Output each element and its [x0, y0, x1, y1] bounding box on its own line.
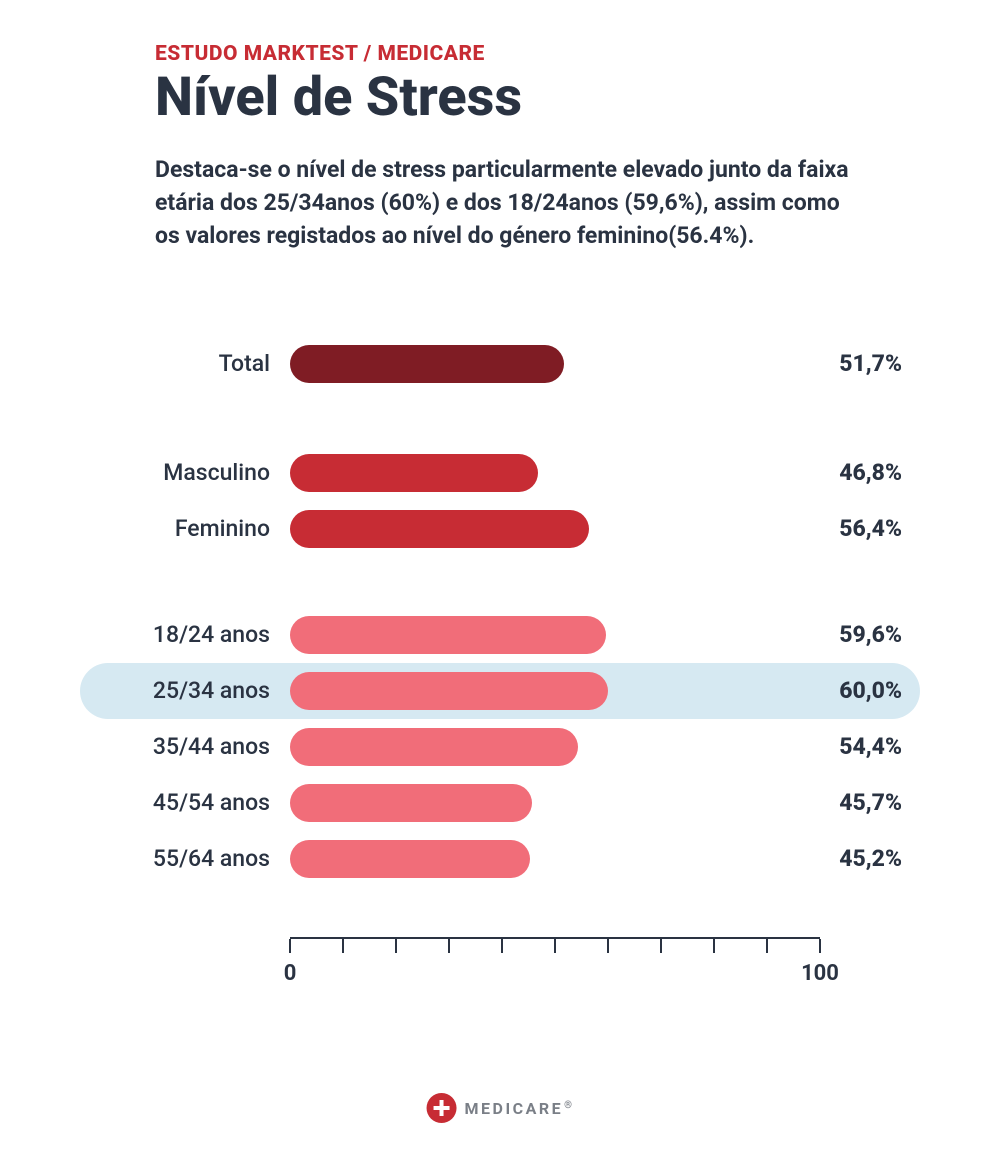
logo-plus-icon: [427, 1093, 457, 1123]
bar-group-gender: Masculino 46,8% Feminino 56,4%: [80, 445, 920, 557]
axis-tick: [766, 939, 768, 953]
bar-value: 60,0%: [820, 677, 908, 704]
bar-fill: [290, 454, 538, 492]
header: ESTUDO MARKTEST / MEDICARE Nível de Stre…: [75, 42, 925, 253]
bar-label: Feminino: [80, 515, 290, 542]
bar-row: 45/54 anos 45,7%: [80, 775, 920, 831]
bar-row: Total 51,7%: [80, 333, 920, 395]
axis-ticks: [290, 939, 820, 955]
bar-track: [290, 840, 820, 878]
axis-tick: [342, 939, 344, 953]
bar-label: Masculino: [80, 459, 290, 486]
bar-chart: Total 51,7% Masculino 46,8% Feminino 56,4% 18/…: [75, 333, 925, 991]
bar-row: 55/64 anos 45,2%: [80, 831, 920, 887]
axis-tick: [501, 939, 503, 953]
axis-tick: [395, 939, 397, 953]
bar-fill: [290, 840, 530, 878]
footer-logo: MEDICARE®: [427, 1093, 574, 1123]
bar-row: 25/34 anos 60,0%: [80, 663, 920, 719]
bar-label: 18/24 anos: [80, 621, 290, 648]
bar-track: [290, 454, 820, 492]
axis-tick: [289, 939, 291, 953]
bar-value: 56,4%: [820, 515, 908, 542]
bar-label: Total: [80, 350, 290, 377]
axis-labels: 0100: [290, 961, 820, 991]
bar-row: 18/24 anos 59,6%: [80, 607, 920, 663]
bar-label: 35/44 anos: [80, 733, 290, 760]
bar-fill: [290, 784, 532, 822]
bar-label: 25/34 anos: [80, 677, 290, 704]
registered-mark: ®: [564, 1100, 574, 1111]
bar-value: 59,6%: [820, 621, 908, 648]
bar-track: [290, 728, 820, 766]
bar-track: [290, 510, 820, 548]
logo-text-label: MEDICARE: [465, 1099, 564, 1118]
bar-fill: [290, 672, 608, 710]
bar-row: Masculino 46,8%: [80, 445, 920, 501]
axis-area: 0100: [290, 937, 820, 991]
x-axis: 0 100: [80, 937, 920, 991]
axis-tick: [607, 939, 609, 953]
axis-tick: [554, 939, 556, 953]
bar-fill: [290, 345, 564, 383]
bar-value: 46,8%: [820, 459, 908, 486]
bar-group-age: 18/24 anos 59,6% 25/34 anos 60,0% 35/44 anos…: [80, 607, 920, 887]
eyebrow: ESTUDO MARKTEST / MEDICARE: [155, 42, 865, 66]
description: Destaca-se o nível de stress particularm…: [155, 153, 865, 253]
bar-group-total: Total 51,7%: [80, 333, 920, 395]
bar-value: 51,7%: [820, 350, 908, 377]
bar-track: [290, 345, 820, 383]
bar-row: Feminino 56,4%: [80, 501, 920, 557]
bar-value: 45,7%: [820, 789, 908, 816]
bar-fill: [290, 616, 606, 654]
bar-fill: [290, 510, 589, 548]
axis-tick: [448, 939, 450, 953]
axis-tick: [819, 939, 821, 953]
logo-text: MEDICARE®: [465, 1099, 574, 1118]
axis-tick: [660, 939, 662, 953]
bar-value: 45,2%: [820, 845, 908, 872]
bar-label: 45/54 anos: [80, 789, 290, 816]
bar-row: 35/44 anos 54,4%: [80, 719, 920, 775]
bar-track: [290, 672, 820, 710]
axis-tick: [713, 939, 715, 953]
axis-label-max: 100: [801, 961, 839, 986]
bar-track: [290, 616, 820, 654]
page-title: Nível de Stress: [155, 70, 865, 127]
bar-label: 55/64 anos: [80, 845, 290, 872]
bar-fill: [290, 728, 578, 766]
bar-value: 54,4%: [820, 733, 908, 760]
bar-track: [290, 784, 820, 822]
axis-label-min: 0: [284, 961, 297, 986]
